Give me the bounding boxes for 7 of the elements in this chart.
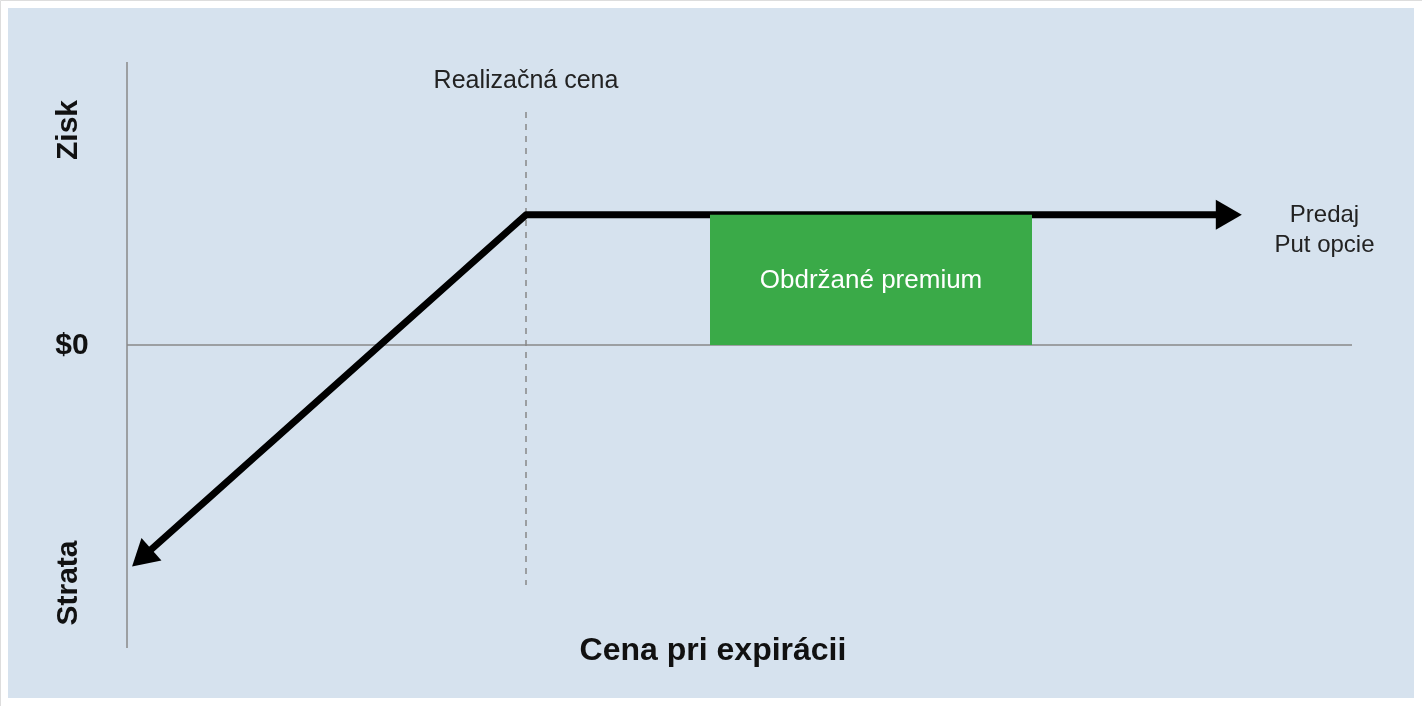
text: Zisk [50,99,83,161]
text: Strata [50,540,83,626]
series-label: Predaj Put opcie [1274,199,1375,257]
text: Realizačná cena [433,65,619,93]
text: $0 [55,327,89,360]
x-axis-title: Cena pri expirácii [579,631,847,667]
band-label: Obdržané premium [759,263,983,294]
